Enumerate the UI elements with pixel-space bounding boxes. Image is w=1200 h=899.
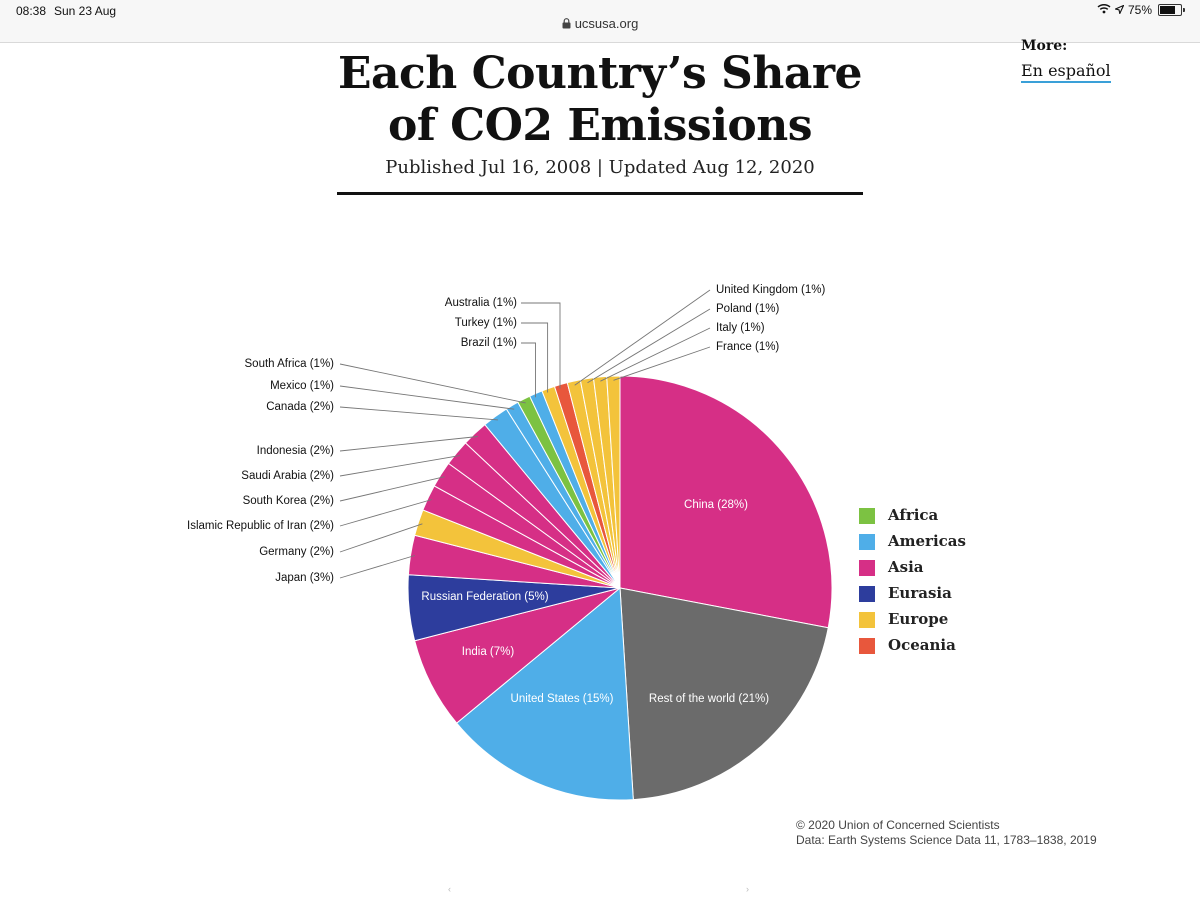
page-title: Each Country’s Share of CO2 Emissions — [300, 48, 900, 152]
leader-indonesia — [339, 436, 478, 452]
leader-italy — [600, 327, 711, 382]
scroll-left-icon[interactable]: ‹ — [448, 884, 451, 894]
label-united-states: United States (15%) — [511, 693, 614, 705]
slice-china — [619, 375, 833, 629]
legend-label-asia: Asia — [887, 558, 924, 576]
url-text: ucsusa.org — [574, 16, 639, 31]
label-russian-federation: Russian Federation (5%) — [421, 591, 548, 603]
chart-credit: © 2020 Union of Concerned Scientists Dat… — [796, 818, 1097, 848]
label-india: India (7%) — [462, 646, 515, 658]
leader-brazil — [521, 342, 536, 398]
slice-rest-of-the-world — [619, 587, 829, 801]
slice-labels: China (28%) Rest of the world (21%) United… — [187, 284, 825, 705]
leader-canada — [339, 406, 498, 421]
credit-line-2: Data: Earth Systems Science Data 11, 178… — [796, 833, 1097, 847]
leader-islamic-republic-of-iran — [339, 499, 433, 527]
slice-france — [606, 375, 621, 589]
chart-legend: Africa Americas Asia Eurasia Europe Oceania — [859, 506, 966, 654]
battery-percent: 75% — [1127, 3, 1152, 17]
battery-icon — [1158, 4, 1185, 16]
status-icons: 75% — [1097, 3, 1185, 17]
browser-status-bar: 08:38 Sun 23 Aug ucsusa.org 75% — [0, 0, 1200, 43]
label-japan: Japan (3%) — [275, 572, 334, 584]
leader-poland — [587, 308, 711, 384]
legend-label-eurasia: Eurasia — [888, 584, 952, 602]
label-indonesia: Indonesia (2%) — [257, 445, 335, 457]
slice-united-states — [455, 586, 634, 801]
title-divider — [337, 192, 863, 195]
label-mexico: Mexico (1%) — [270, 380, 334, 392]
legend-label-oceania: Oceania — [888, 636, 956, 654]
leader-turkey — [521, 322, 549, 393]
leader-lines — [339, 289, 711, 579]
leader-germany — [339, 523, 423, 553]
date: Sun 23 Aug — [54, 4, 117, 18]
leader-united-kingdom — [574, 289, 711, 386]
wifi-icon — [1097, 3, 1111, 17]
legend-swatch-americas — [859, 534, 875, 550]
address-bar[interactable]: ucsusa.org — [0, 16, 1200, 32]
legend-swatch-eurasia — [859, 586, 875, 602]
label-united-kingdom: United Kingdom (1%) — [716, 284, 825, 296]
pie-slices — [407, 375, 833, 801]
label-canada: Canada (2%) — [266, 401, 334, 413]
label-turkey: Turkey (1%) — [455, 317, 517, 329]
label-islamic-republic-of-iran: Islamic Republic of Iran (2%) — [187, 520, 334, 532]
lock-icon — [562, 17, 571, 32]
more-heading: More: — [1021, 38, 1068, 54]
legend-swatch-europe — [859, 612, 875, 628]
label-germany: Germany (2%) — [259, 546, 334, 558]
leader-japan — [339, 555, 415, 579]
leader-saudi-arabia — [339, 455, 460, 477]
spanish-link[interactable]: En español — [1021, 61, 1111, 83]
publish-date: Published Jul 16, 2008 | Updated Aug 12,… — [385, 157, 815, 178]
label-australia: Australia (1%) — [445, 297, 517, 309]
leader-south-africa — [339, 363, 526, 404]
leader-south-korea — [339, 476, 445, 502]
page-title-line2: of CO2 Emissions — [387, 100, 813, 151]
legend-swatch-asia — [859, 560, 875, 576]
legend-label-europe: Europe — [888, 610, 948, 628]
location-icon — [1113, 3, 1125, 17]
scroll-right-icon[interactable]: › — [746, 884, 749, 894]
legend-label-africa: Africa — [887, 506, 939, 524]
label-brazil: Brazil (1%) — [461, 337, 517, 349]
leader-mexico — [339, 385, 515, 410]
label-china: China (28%) — [684, 499, 748, 511]
label-saudi-arabia: Saudi Arabia (2%) — [241, 470, 334, 482]
legend-label-americas: Americas — [887, 532, 966, 550]
credit-line-1: © 2020 Union of Concerned Scientists — [796, 818, 1000, 832]
label-south-africa: South Africa (1%) — [245, 358, 335, 370]
legend-swatch-oceania — [859, 638, 875, 654]
legend-swatch-africa — [859, 508, 875, 524]
page-title-line1: Each Country’s Share — [337, 48, 863, 99]
label-south-korea: South Korea (2%) — [243, 495, 335, 507]
clock: 08:38 — [16, 4, 47, 18]
label-rest-of-the-world: Rest of the world (21%) — [649, 693, 769, 705]
leader-france — [613, 346, 711, 381]
leader-australia — [521, 302, 561, 389]
label-italy: Italy (1%) — [716, 322, 765, 334]
label-poland: Poland (1%) — [716, 303, 779, 315]
label-france: France (1%) — [716, 341, 779, 353]
